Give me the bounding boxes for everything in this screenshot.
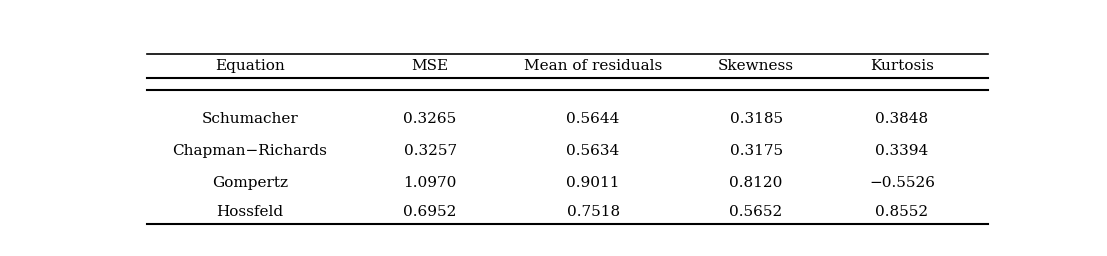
Text: Chapman−Richards: Chapman−Richards (173, 144, 328, 158)
Text: 0.5652: 0.5652 (730, 205, 783, 219)
Text: −0.5526: −0.5526 (869, 176, 935, 189)
Text: 0.3185: 0.3185 (730, 112, 783, 126)
Text: 0.3848: 0.3848 (876, 112, 929, 126)
Text: Mean of residuals: Mean of residuals (524, 59, 662, 73)
Text: Schumacher: Schumacher (201, 112, 298, 126)
Text: 0.5634: 0.5634 (567, 144, 620, 158)
Text: MSE: MSE (412, 59, 448, 73)
Text: 0.7518: 0.7518 (567, 205, 620, 219)
Text: Kurtosis: Kurtosis (870, 59, 934, 73)
Text: 0.9011: 0.9011 (567, 176, 620, 189)
Text: Skewness: Skewness (718, 59, 794, 73)
Text: 0.8552: 0.8552 (876, 205, 929, 219)
Text: 0.3257: 0.3257 (404, 144, 456, 158)
Text: Gompertz: Gompertz (211, 176, 288, 189)
Text: 0.8120: 0.8120 (730, 176, 783, 189)
Text: 0.6952: 0.6952 (403, 205, 457, 219)
Text: Hossfeld: Hossfeld (216, 205, 283, 219)
Text: Equation: Equation (215, 59, 284, 73)
Text: 0.3175: 0.3175 (730, 144, 783, 158)
Text: 0.5644: 0.5644 (567, 112, 620, 126)
Text: 0.3394: 0.3394 (876, 144, 929, 158)
Text: 0.3265: 0.3265 (403, 112, 457, 126)
Text: 1.0970: 1.0970 (403, 176, 457, 189)
